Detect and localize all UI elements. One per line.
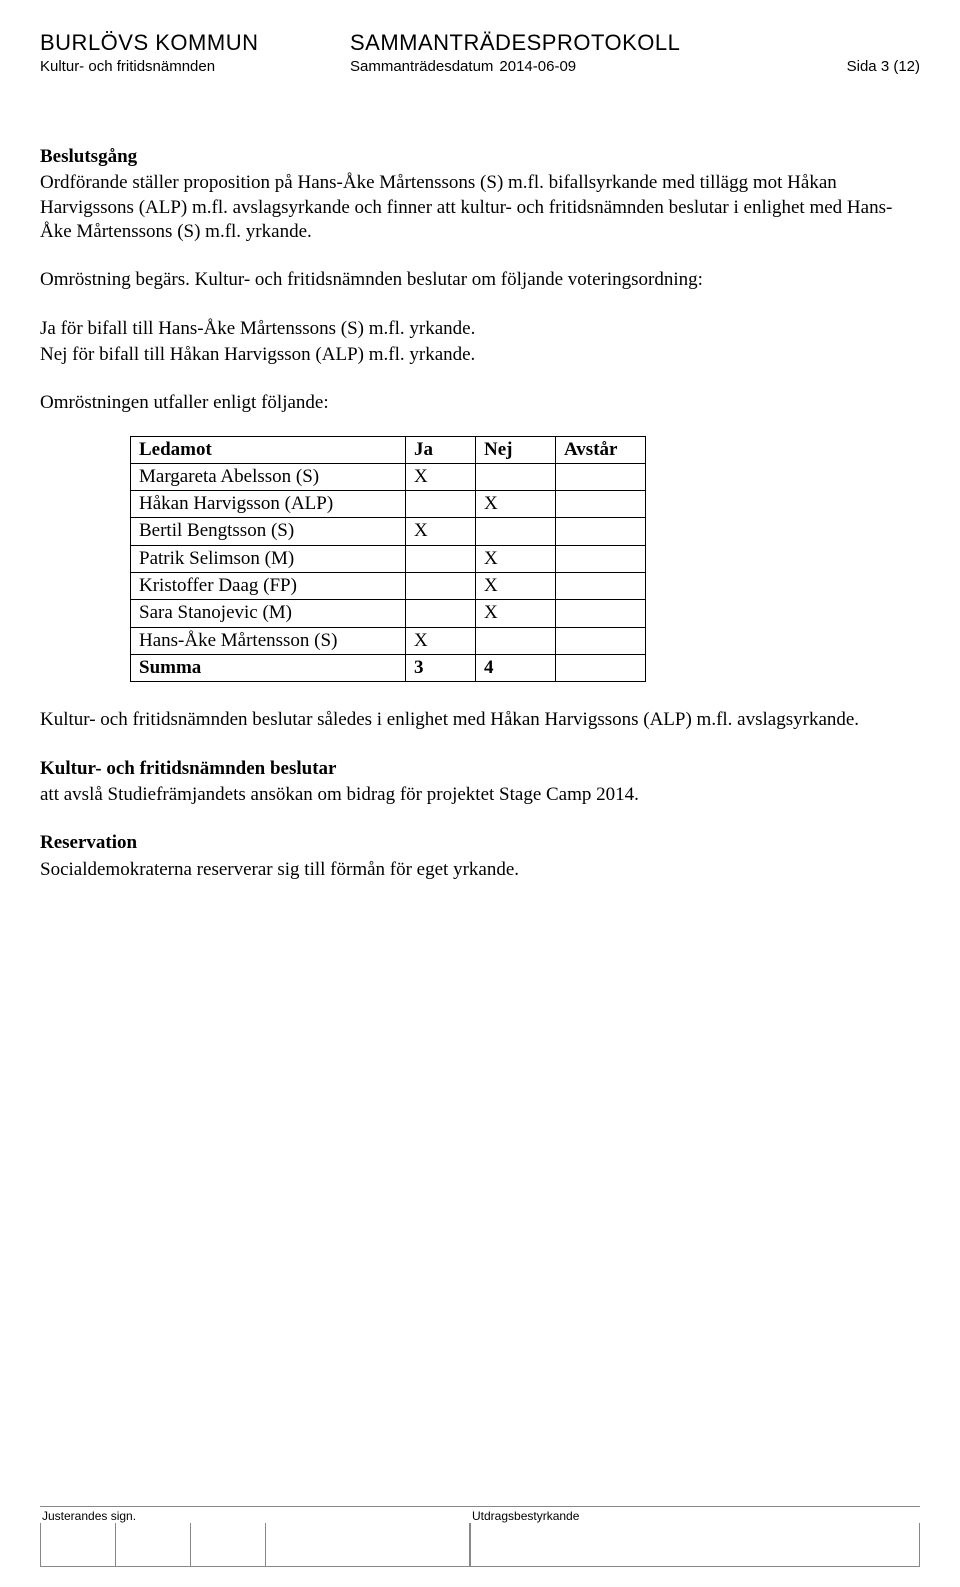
table-row: Margareta Abelsson (S) X xyxy=(131,463,646,490)
paragraph-nej-bifall: Nej för bifall till Håkan Harvigsson (AL… xyxy=(40,343,920,367)
paragraph-avsla: att avslå Studiefrämjandets ansökan om b… xyxy=(40,783,920,807)
footer-utdrag: Utdragsbestyrkande xyxy=(470,1507,583,1523)
table-sum-row: Summa 3 4 xyxy=(131,655,646,682)
cell-ledamot: Patrik Selimson (M) xyxy=(131,545,406,572)
footer-labels: Justerandes sign. Utdragsbestyrkande xyxy=(40,1506,920,1523)
cell-nej: X xyxy=(476,491,556,518)
vote-table-header-row: Ledamot Ja Nej Avstår xyxy=(131,436,646,463)
vote-table: Ledamot Ja Nej Avstår Margareta Abelsson… xyxy=(130,436,646,683)
meeting-date: 2014-06-09 xyxy=(499,58,576,75)
cell-ja xyxy=(406,600,476,627)
cell-ledamot: Håkan Harvigsson (ALP) xyxy=(131,491,406,518)
page: BURLÖVS KOMMUN SAMMANTRÄDESPROTOKOLL Kul… xyxy=(0,0,960,1587)
cell-ledamot: Kristoffer Daag (FP) xyxy=(131,573,406,600)
cell-avstar xyxy=(556,627,646,654)
sig-box xyxy=(190,1523,265,1567)
cell-avstar xyxy=(556,518,646,545)
cell-sum-avstar xyxy=(556,655,646,682)
table-row: Patrik Selimson (M) X xyxy=(131,545,646,572)
cell-avstar xyxy=(556,600,646,627)
cell-nej xyxy=(476,463,556,490)
col-nej: Nej xyxy=(476,436,556,463)
paragraph-ja-bifall: Ja för bifall till Hans-Åke Mårtenssons … xyxy=(40,317,920,341)
heading-beslutsgang: Beslutsgång xyxy=(40,145,920,169)
org-name: BURLÖVS KOMMUN xyxy=(40,30,350,56)
cell-sum-ja: 3 xyxy=(406,655,476,682)
cell-sum-label: Summa xyxy=(131,655,406,682)
cell-avstar xyxy=(556,463,646,490)
cell-ja: X xyxy=(406,463,476,490)
vote-table-body: Margareta Abelsson (S) X Håkan Harvigsso… xyxy=(131,463,646,682)
sig-box xyxy=(115,1523,190,1567)
cell-ledamot: Bertil Bengtsson (S) xyxy=(131,518,406,545)
cell-avstar xyxy=(556,573,646,600)
cell-nej xyxy=(476,627,556,654)
cell-sum-nej: 4 xyxy=(476,655,556,682)
table-row: Kristoffer Daag (FP) X xyxy=(131,573,646,600)
footer-justerandes: Justerandes sign. xyxy=(40,1507,470,1523)
paragraph-saledes: Kultur- och fritidsnämnden beslutar såle… xyxy=(40,708,920,732)
page-number: Sida 3 (12) xyxy=(847,58,920,75)
cell-ja: X xyxy=(406,518,476,545)
cell-nej: X xyxy=(476,573,556,600)
table-row: Sara Stanojevic (M) X xyxy=(131,600,646,627)
cell-ja xyxy=(406,545,476,572)
col-ledamot: Ledamot xyxy=(131,436,406,463)
heading-reservation: Reservation xyxy=(40,831,920,855)
col-avstar: Avstår xyxy=(556,436,646,463)
heading-beslutar: Kultur- och fritidsnämnden beslutar xyxy=(40,757,920,781)
table-row: Bertil Bengtsson (S) X xyxy=(131,518,646,545)
document-type: SAMMANTRÄDESPROTOKOLL xyxy=(350,30,680,56)
content-body: Beslutsgång Ordförande ställer propositi… xyxy=(40,145,920,882)
table-row: Hans-Åke Mårtensson (S) X xyxy=(131,627,646,654)
cell-ledamot: Margareta Abelsson (S) xyxy=(131,463,406,490)
paragraph-omrostning-begar: Omröstning begärs. Kultur- och fritidsnä… xyxy=(40,268,920,292)
sig-box xyxy=(265,1523,470,1567)
sig-box xyxy=(40,1523,115,1567)
committee-name: Kultur- och fritidsnämnden xyxy=(40,58,350,75)
table-row: Håkan Harvigsson (ALP) X xyxy=(131,491,646,518)
footer: Justerandes sign. Utdragsbestyrkande xyxy=(40,1506,920,1567)
col-ja: Ja xyxy=(406,436,476,463)
cell-avstar xyxy=(556,545,646,572)
cell-nej: X xyxy=(476,545,556,572)
cell-nej: X xyxy=(476,600,556,627)
header-title-row: BURLÖVS KOMMUN SAMMANTRÄDESPROTOKOLL xyxy=(40,30,920,56)
cell-ja xyxy=(406,491,476,518)
cell-ja xyxy=(406,573,476,600)
paragraph-proposition: Ordförande ställer proposition på Hans-Å… xyxy=(40,171,920,244)
paragraph-reservation: Socialdemokraterna reserverar sig till f… xyxy=(40,858,920,882)
cell-avstar xyxy=(556,491,646,518)
sig-box xyxy=(470,1523,920,1567)
paragraph-omrostning-utfaller: Omröstningen utfaller enligt följande: xyxy=(40,391,920,415)
cell-ledamot: Sara Stanojevic (M) xyxy=(131,600,406,627)
header-sub-row: Kultur- och fritidsnämnden Sammanträdesd… xyxy=(40,58,920,75)
cell-nej xyxy=(476,518,556,545)
signature-boxes xyxy=(40,1523,920,1567)
meeting-date-label: Sammanträdesdatum xyxy=(350,58,493,75)
cell-ledamot: Hans-Åke Mårtensson (S) xyxy=(131,627,406,654)
cell-ja: X xyxy=(406,627,476,654)
